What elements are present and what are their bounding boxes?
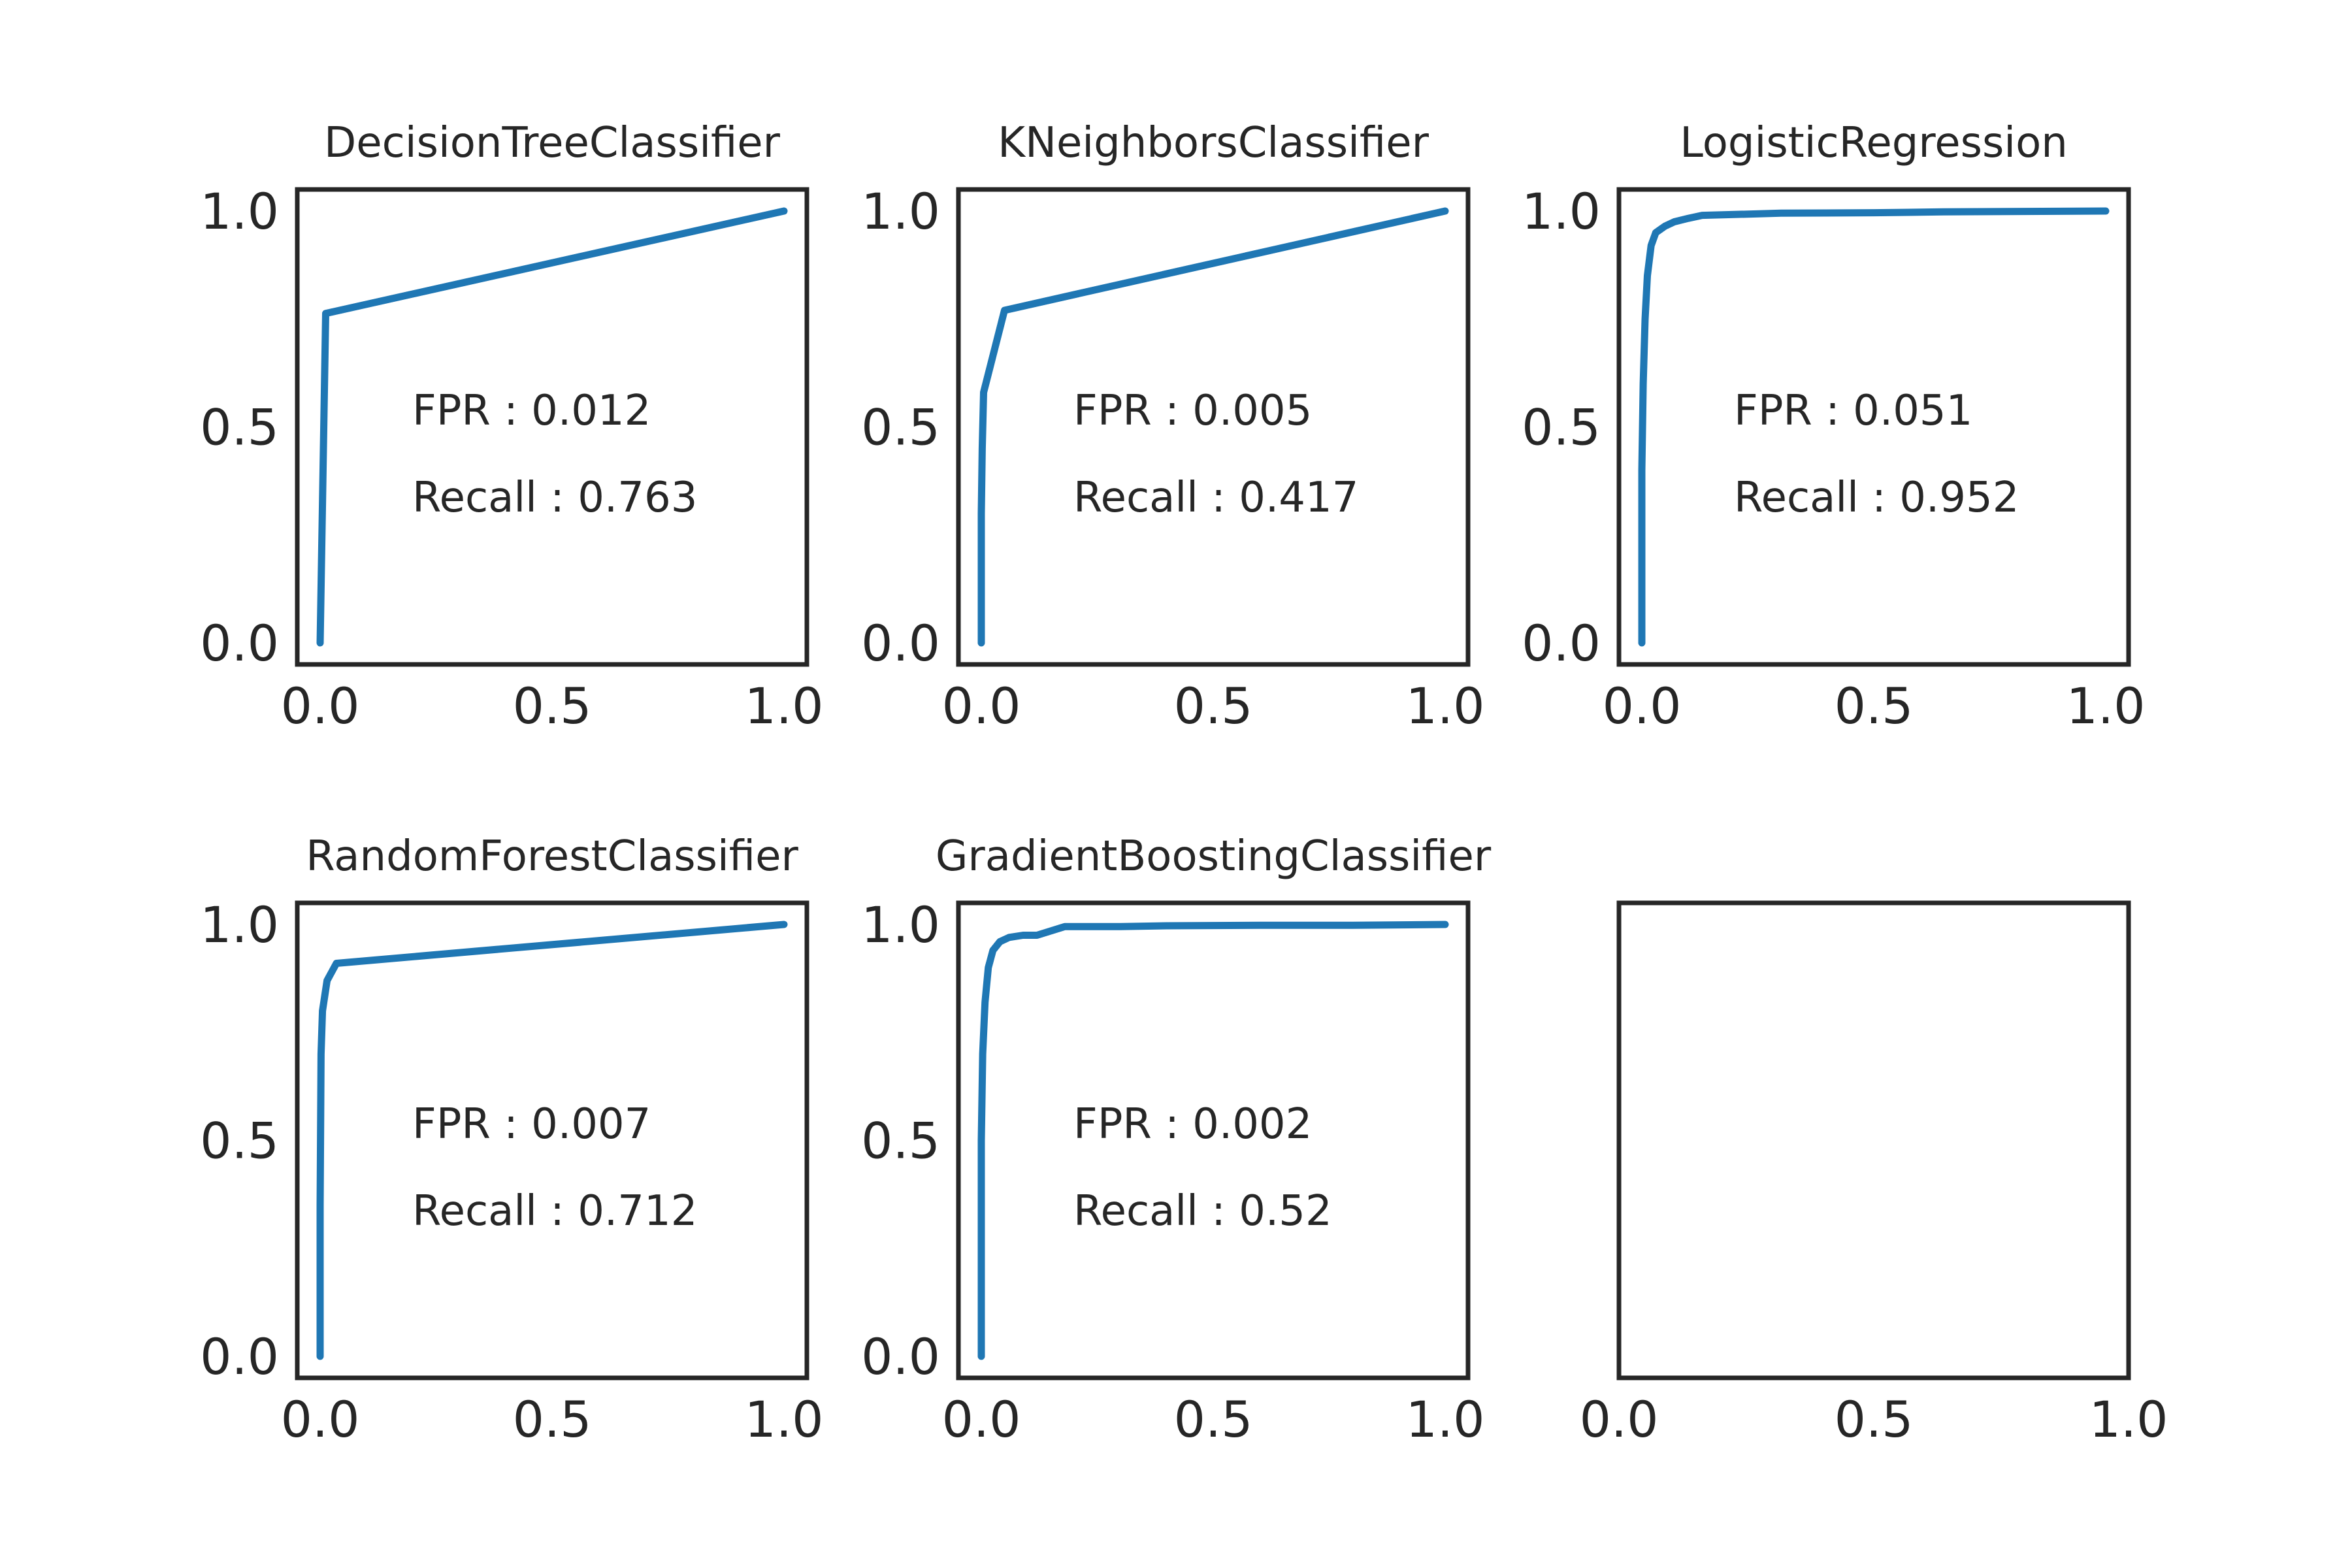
chart-title-2: KNeighborsClassifier [998, 119, 1429, 167]
y-tick-label-3-3: 1.0 [1522, 182, 1601, 240]
axes-frame-1 [295, 187, 809, 667]
axes-frame-3 [1616, 187, 2131, 667]
roc-curve-1-1 [316, 207, 788, 647]
recall-annotation-3: Recall : 0.952 [1734, 474, 2019, 522]
x-tick-label-1-3: 1.0 [745, 677, 824, 735]
x-tick-label-6-1: 0.0 [1580, 1390, 1659, 1448]
fpr-annotation-4: FPR : 0.007 [412, 1100, 651, 1149]
roc-curve-5-1 [977, 921, 1449, 1360]
x-tick-label-3-2: 0.5 [1835, 677, 1914, 735]
fpr-annotation-2: FPR : 0.005 [1073, 387, 1312, 435]
y-tick-label-3-2: 0.5 [1522, 399, 1601, 457]
y-tick-label-4-2: 0.5 [200, 1112, 279, 1170]
x-tick-label-2-3: 1.0 [1406, 677, 1485, 735]
axes-frame-2 [956, 187, 1471, 667]
chart-title-4: RandomForestClassifier [306, 832, 798, 881]
y-tick-label-5-1: 0.0 [861, 1328, 940, 1386]
x-tick-label-4-3: 1.0 [745, 1390, 824, 1448]
x-tick-label-1-1: 0.0 [281, 677, 360, 735]
roc-curve-3-1 [1638, 207, 2110, 647]
roc-curve-2-1 [977, 207, 1449, 647]
axes-frame-6 [1616, 900, 2131, 1380]
roc-curve-4-1 [316, 921, 788, 1360]
y-tick-label-4-1: 0.0 [200, 1328, 279, 1386]
chart-title-5: GradientBoostingClassifier [936, 832, 1492, 881]
fpr-annotation-3: FPR : 0.051 [1734, 387, 1972, 435]
recall-annotation-4: Recall : 0.712 [412, 1187, 697, 1235]
recall-annotation-1: Recall : 0.763 [412, 474, 697, 522]
x-tick-label-1-2: 0.5 [513, 677, 592, 735]
y-tick-label-4-3: 1.0 [200, 896, 279, 954]
axes-frame-5 [956, 900, 1471, 1380]
y-tick-label-2-1: 0.0 [861, 614, 940, 672]
x-tick-label-5-3: 1.0 [1406, 1390, 1485, 1448]
y-tick-label-2-2: 0.5 [861, 399, 940, 457]
axes-frame-4 [295, 900, 809, 1380]
x-tick-label-4-2: 0.5 [513, 1390, 592, 1448]
x-tick-label-2-2: 0.5 [1174, 677, 1253, 735]
recall-annotation-5: Recall : 0.52 [1073, 1187, 1332, 1235]
x-tick-label-3-1: 0.0 [1603, 677, 1682, 735]
chart-title-1: DecisionTreeClassifier [324, 119, 781, 167]
y-tick-label-3-1: 0.0 [1522, 614, 1601, 672]
x-tick-label-2-1: 0.0 [942, 677, 1021, 735]
fpr-annotation-1: FPR : 0.012 [412, 387, 651, 435]
recall-annotation-2: Recall : 0.417 [1073, 474, 1358, 522]
y-tick-label-1-1: 0.0 [200, 614, 279, 672]
x-tick-label-5-2: 0.5 [1174, 1390, 1253, 1448]
fpr-annotation-5: FPR : 0.002 [1073, 1100, 1312, 1149]
x-tick-label-6-3: 1.0 [2089, 1390, 2168, 1448]
y-tick-label-5-3: 1.0 [861, 896, 940, 954]
x-tick-label-6-2: 0.5 [1835, 1390, 1914, 1448]
y-tick-label-5-2: 0.5 [861, 1112, 940, 1170]
y-tick-label-1-2: 0.5 [200, 399, 279, 457]
x-tick-label-5-1: 0.0 [942, 1390, 1021, 1448]
x-tick-label-4-1: 0.0 [281, 1390, 360, 1448]
x-tick-label-3-3: 1.0 [2066, 677, 2146, 735]
chart-title-3: LogisticRegression [1680, 119, 2068, 167]
y-tick-label-2-3: 1.0 [861, 182, 940, 240]
y-tick-label-1-3: 1.0 [200, 182, 279, 240]
